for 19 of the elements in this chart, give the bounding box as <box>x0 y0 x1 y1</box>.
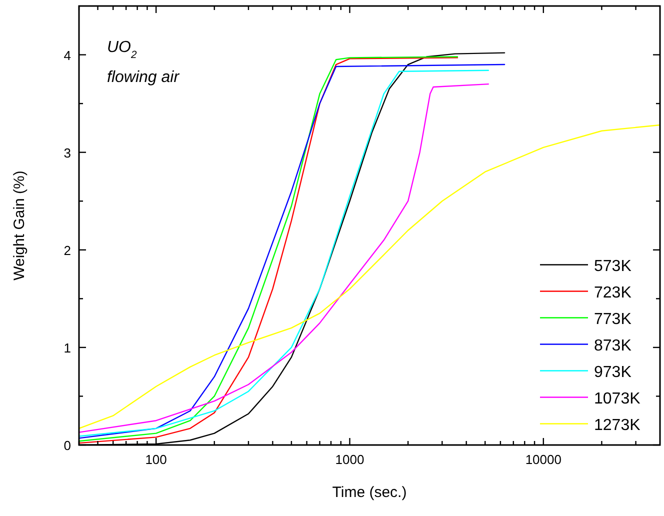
annotation: flowing air <box>107 69 180 86</box>
y-tick-label: 1 <box>64 340 71 356</box>
legend-label: 1073K <box>594 390 641 408</box>
legend-label: 773K <box>594 310 632 328</box>
legend-label: 873K <box>594 337 632 354</box>
x-tick-label: 100 <box>145 452 167 467</box>
y-tick-label: 0 <box>64 438 71 453</box>
y-tick-label: 3 <box>64 145 71 160</box>
annotation: UO$_{2}$ <box>107 39 137 60</box>
x-tick-label: 10000 <box>525 452 562 467</box>
x-tick-label: 1000 <box>335 452 364 467</box>
y-axis-title: Weight Gain (%) <box>11 170 28 280</box>
legend-label: 973K <box>594 364 632 381</box>
legend-label: 1273K <box>594 416 641 434</box>
legend-label: 573K <box>594 258 632 275</box>
x-axis-title: Time (sec.) <box>332 484 407 501</box>
legend-label: 723K <box>594 284 632 302</box>
y-tick-label: 2 <box>64 242 71 258</box>
y-tick-label: 4 <box>64 48 71 63</box>
